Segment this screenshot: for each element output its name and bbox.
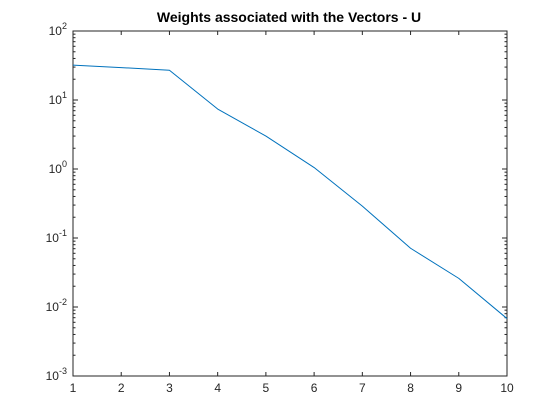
x-axis: 1 2 3 4 5 6 7 8 9 10 <box>70 31 514 395</box>
x-tick-label: 9 <box>455 381 462 395</box>
chart-title: Weights associated with the Vectors - U <box>157 9 421 25</box>
x-tick-label: 8 <box>407 381 414 395</box>
y-tick-base: 10 <box>46 369 60 383</box>
y-tick-label: 102 <box>49 21 67 38</box>
y-tick-base: 10 <box>49 162 63 176</box>
y-tick-base: 10 <box>49 24 63 38</box>
series-group <box>72 64 508 319</box>
x-tick-label: 1 <box>70 381 77 395</box>
y-tick-base: 10 <box>46 300 60 314</box>
y-tick-exponent: 0 <box>62 159 67 169</box>
y-tick-label: 10-3 <box>46 366 67 383</box>
axes-box <box>72 30 508 377</box>
y-tick-label: 10-1 <box>46 228 67 245</box>
x-tick-label: 7 <box>359 381 366 395</box>
y-tick-exponent: 2 <box>62 21 67 31</box>
x-tick-label: 2 <box>118 381 125 395</box>
y-tick-exponent: -2 <box>59 297 67 307</box>
y-tick-base: 10 <box>49 93 63 107</box>
y-tick-base: 10 <box>46 231 60 245</box>
x-tick-label: 5 <box>263 381 270 395</box>
y-tick-exponent: 1 <box>62 90 67 100</box>
x-tick-label: 10 <box>500 381 514 395</box>
x-tick-label: 3 <box>166 381 173 395</box>
series-line <box>72 64 508 319</box>
x-tick-label: 6 <box>311 381 318 395</box>
y-tick-label: 101 <box>49 90 67 107</box>
x-tick-label: 4 <box>214 381 221 395</box>
y-tick-label: 100 <box>49 159 67 176</box>
y-tick-label: 10-2 <box>46 297 67 314</box>
y-tick-exponent: -1 <box>59 228 67 238</box>
y-tick-exponent: -3 <box>59 366 67 376</box>
